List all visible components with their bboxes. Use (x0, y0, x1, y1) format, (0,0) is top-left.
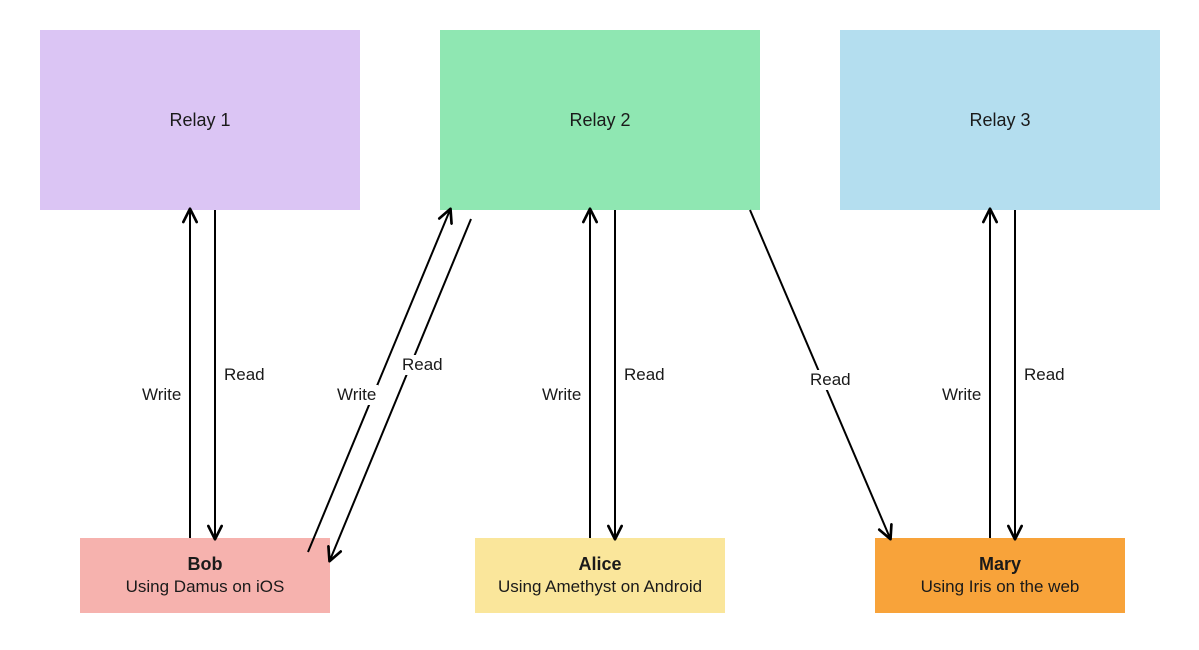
user-mary-sub: Using Iris on the web (921, 577, 1080, 597)
user-mary-name: Mary (979, 554, 1021, 575)
user-bob-sub: Using Damus on iOS (126, 577, 285, 597)
edge-bob-relay2-read-label: Read (400, 355, 445, 375)
edge-alice-relay2-read-label: Read (622, 365, 667, 385)
edge-bob-relay1-read-label: Read (222, 365, 267, 385)
relay-3-label: Relay 3 (969, 110, 1030, 131)
relay-2-box: Relay 2 (440, 30, 760, 210)
edge-mary-relay3-read-label: Read (1022, 365, 1067, 385)
user-mary-box: Mary Using Iris on the web (875, 538, 1125, 613)
edge-bob-relay1-write-label: Write (140, 385, 183, 405)
user-bob-box: Bob Using Damus on iOS (80, 538, 330, 613)
edge-mary-relay3-write-label: Write (940, 385, 983, 405)
user-alice-name: Alice (578, 554, 621, 575)
user-bob-name: Bob (188, 554, 223, 575)
user-alice-box: Alice Using Amethyst on Android (475, 538, 725, 613)
user-alice-sub: Using Amethyst on Android (498, 577, 702, 597)
relay-1-label: Relay 1 (169, 110, 230, 131)
edge-bob-relay2-write-label: Write (335, 385, 378, 405)
edge-alice-relay2-write-label: Write (540, 385, 583, 405)
relay-3-box: Relay 3 (840, 30, 1160, 210)
relay-2-label: Relay 2 (569, 110, 630, 131)
relay-1-box: Relay 1 (40, 30, 360, 210)
edge-bob-relay2-write (308, 210, 450, 552)
edge-relay2-mary-read-label: Read (808, 370, 853, 390)
